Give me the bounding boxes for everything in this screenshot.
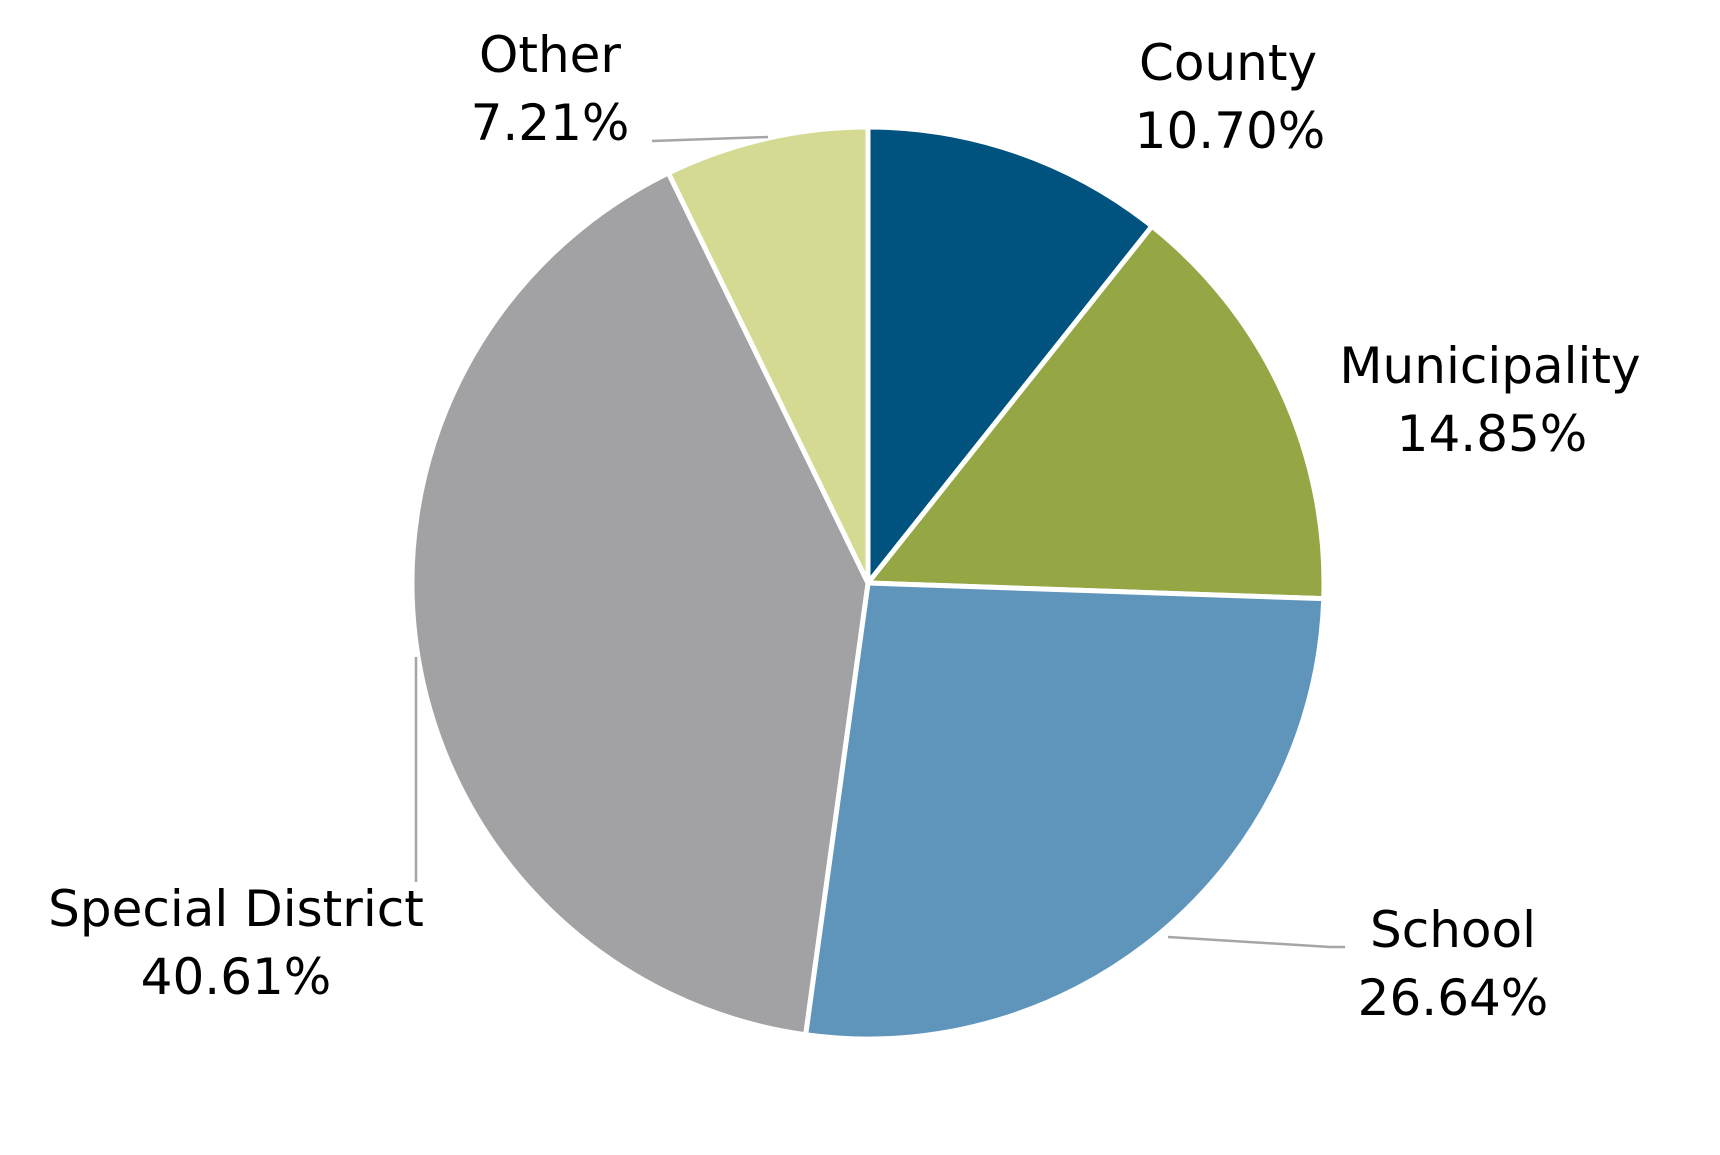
leader-line-school bbox=[1167, 935, 1345, 949]
pie-slice-county bbox=[865, 124, 1155, 586]
slice-name: Municipality bbox=[1339, 337, 1640, 395]
pie-slices bbox=[409, 124, 1327, 1042]
slice-label-school: School 26.64% bbox=[1358, 901, 1549, 1027]
slice-label-municipality: Municipality 14.85% bbox=[1339, 337, 1640, 463]
pie-slice-school bbox=[803, 580, 1327, 1042]
leader-line-other bbox=[651, 135, 769, 143]
slice-percent: 7.21% bbox=[471, 94, 630, 152]
slice-percent: 40.61% bbox=[141, 948, 332, 1006]
slice-label-other: Other 7.21% bbox=[471, 26, 630, 152]
slice-name: School bbox=[1370, 901, 1536, 959]
pie-slice-municipality bbox=[865, 223, 1327, 602]
slice-name: Special District bbox=[48, 880, 424, 938]
slice-label-county: County 10.70% bbox=[1135, 34, 1326, 160]
slice-label-special-district: Special District 40.61% bbox=[48, 880, 424, 1006]
slice-percent: 10.70% bbox=[1135, 102, 1326, 160]
slice-name: County bbox=[1139, 34, 1317, 92]
slice-percent: 26.64% bbox=[1358, 969, 1549, 1027]
pie-slice-special-district bbox=[409, 170, 871, 1038]
slice-percent: 14.85% bbox=[1397, 405, 1588, 463]
pie-slice-other bbox=[665, 124, 871, 586]
slice-name: Other bbox=[479, 26, 621, 84]
